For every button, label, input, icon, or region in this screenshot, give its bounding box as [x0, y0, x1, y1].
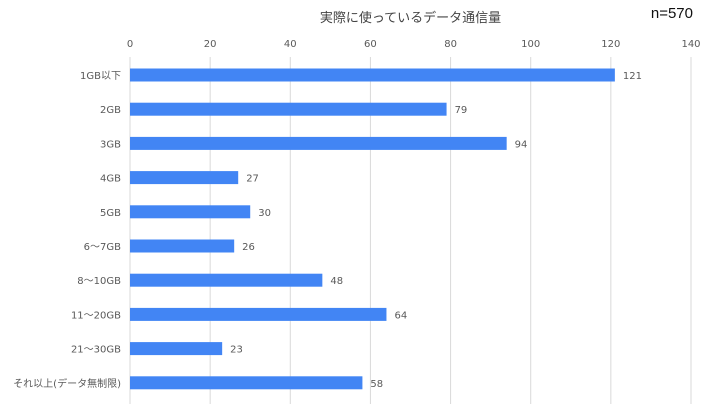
bar	[130, 376, 363, 390]
bar	[130, 239, 235, 253]
bar	[130, 307, 387, 321]
chart-title: 実際に使っているデータ通信量	[319, 11, 502, 26]
category-label: 2GB	[100, 105, 121, 116]
x-tick-label: 80	[444, 39, 457, 50]
bar	[130, 205, 251, 219]
category-label: 5GB	[100, 208, 121, 219]
bar	[130, 342, 223, 356]
x-tick-label: 60	[364, 39, 377, 50]
bar	[130, 171, 239, 185]
data-label: 27	[246, 174, 259, 185]
data-label: 26	[242, 242, 255, 253]
category-label: 21～30GB	[71, 345, 121, 356]
data-label: 79	[455, 105, 468, 116]
category-label: 4GB	[100, 174, 121, 185]
data-label: 94	[515, 139, 528, 150]
data-label: 58	[370, 379, 383, 390]
x-tick-label: 100	[521, 39, 540, 50]
category-label: 6～7GB	[84, 242, 121, 253]
data-label: 30	[258, 208, 271, 219]
x-tick-label: 40	[284, 39, 297, 50]
data-label: 64	[394, 310, 407, 321]
x-tick-label: 140	[681, 39, 700, 50]
category-label: 11～20GB	[71, 310, 121, 321]
category-label: 3GB	[100, 139, 121, 150]
data-label: 121	[623, 71, 642, 82]
bar	[130, 273, 323, 287]
category-label: 8～10GB	[77, 276, 121, 287]
x-tick-label: 120	[601, 39, 620, 50]
sample-size-annotation: n=570	[650, 5, 693, 22]
bar	[130, 136, 507, 150]
x-tick-label: 20	[204, 39, 217, 50]
bar	[130, 102, 447, 116]
data-label: 23	[230, 345, 243, 356]
x-tick-label: 0	[127, 39, 133, 50]
bar	[130, 68, 615, 82]
data-label: 48	[330, 276, 343, 287]
category-label: それ以上(データ無制限)	[13, 377, 121, 390]
category-label: 1GB以下	[80, 71, 121, 82]
